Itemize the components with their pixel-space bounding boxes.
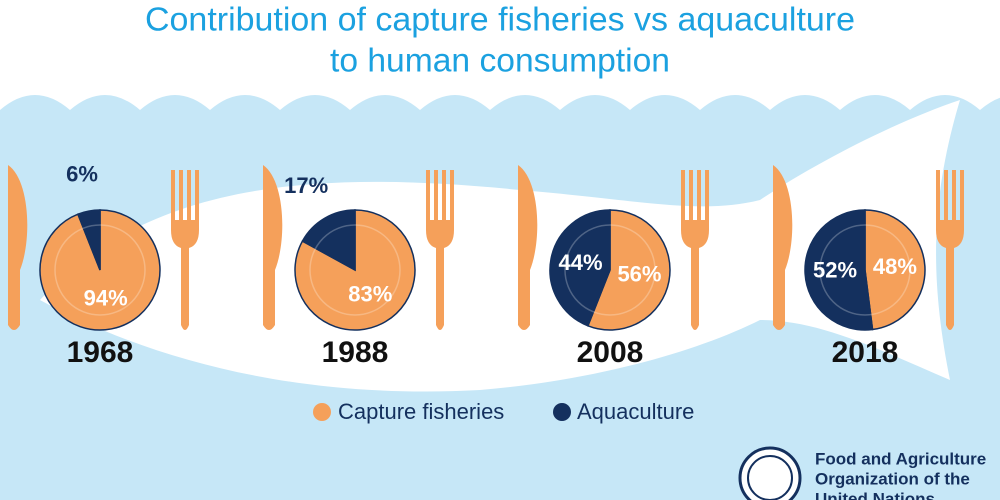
value-label: 17% — [284, 173, 328, 198]
knife — [8, 165, 28, 330]
plate-rim — [309, 224, 401, 316]
knife — [263, 165, 283, 330]
legend-label: Capture fisheries — [338, 399, 504, 424]
pie-slice — [864, 209, 926, 331]
legend-label: Aquaculture — [577, 399, 694, 424]
fork — [426, 170, 454, 330]
org-name: United Nations — [815, 489, 935, 500]
fork — [936, 170, 964, 330]
pie-title: 2008 — [577, 336, 644, 369]
plate-rim — [819, 224, 911, 316]
fao-logo-ring — [747, 455, 793, 500]
org-name: Food and Agriculture — [815, 449, 986, 468]
title-line: to human consumption — [330, 42, 670, 79]
legend-swatch — [553, 403, 571, 421]
org-name: Organization of the — [815, 469, 970, 488]
value-label: 94% — [84, 285, 128, 310]
fork — [171, 170, 199, 330]
value-label: 6% — [66, 162, 98, 187]
pie-title: 1968 — [67, 336, 134, 369]
plate-rim — [564, 224, 656, 316]
knife — [773, 165, 793, 330]
pie-title: 1988 — [322, 336, 389, 369]
fork — [681, 170, 709, 330]
value-label: 44% — [559, 250, 603, 275]
charts: 94% 6% 1968 83% 17% 1988 56% 44% 2008 48% 52% 2018 — [8, 162, 964, 369]
value-label: 56% — [617, 261, 661, 286]
pie-slice — [549, 209, 611, 327]
pie-slice — [301, 209, 356, 272]
title-line: Contribution of capture fisheries vs aqu… — [145, 1, 855, 38]
plate-rim — [54, 224, 146, 316]
pie-slice — [804, 209, 874, 331]
value-label: 83% — [348, 282, 392, 307]
legend-swatch — [313, 403, 331, 421]
knife — [518, 165, 538, 330]
value-label: 48% — [873, 254, 917, 279]
pie-title: 2018 — [832, 336, 899, 369]
value-label: 52% — [813, 258, 857, 283]
pie-slice — [586, 209, 671, 331]
pie-slice — [76, 209, 101, 271]
